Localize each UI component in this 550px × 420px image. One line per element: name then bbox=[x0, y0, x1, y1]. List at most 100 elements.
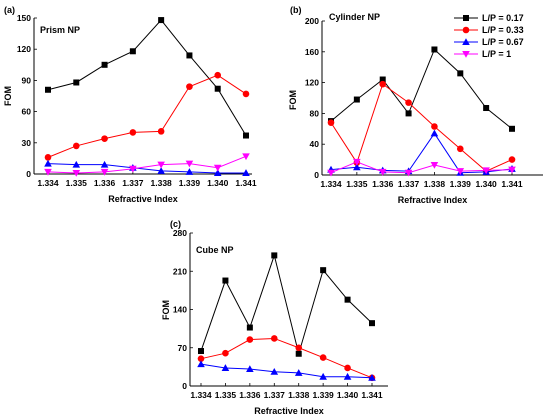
panel-a-x-tick-label: 1.337 bbox=[122, 178, 144, 188]
panel-b-series-2-point bbox=[456, 145, 464, 153]
panel-c-x-axis-label: Refractive Index bbox=[254, 406, 324, 416]
panel-a-series-4-point bbox=[213, 164, 222, 172]
panel-a-series-1-point bbox=[73, 79, 80, 86]
panel-b-series-2-point bbox=[379, 80, 387, 88]
panel-b-y-tick-label: 200 bbox=[305, 16, 319, 26]
panel-b-y-tick-label: 0 bbox=[314, 170, 319, 180]
panel-c-series-1-point bbox=[320, 267, 327, 274]
panel-a-series-4-point bbox=[44, 168, 52, 176]
panel-a-series-2-point bbox=[72, 142, 80, 150]
panel-b-series-4-point bbox=[327, 169, 335, 177]
panel-a-x-tick-label: 1.334 bbox=[37, 178, 59, 188]
panel-a-y-axis-label: FOM bbox=[3, 86, 13, 106]
panel-b-y-tick-label: 40 bbox=[310, 139, 320, 149]
panel-a-x-tick-label: 1.336 bbox=[94, 178, 116, 188]
panel-b-series-1-point bbox=[483, 105, 490, 112]
panel-b-series-4-point bbox=[508, 166, 516, 174]
panel-c-label: (c) bbox=[170, 219, 181, 229]
panel-b-x-tick-label: 1.335 bbox=[346, 179, 368, 189]
panel-c-y-tick-label: 70 bbox=[178, 343, 188, 353]
panel-c-series-3-line bbox=[200, 363, 373, 379]
legend-swatch-marker bbox=[462, 38, 470, 45]
panel-c-series-1-point bbox=[222, 277, 229, 284]
panel-a-series-4-point bbox=[100, 168, 109, 176]
panel-a-y-tick-label: 150 bbox=[17, 13, 31, 23]
panel-c-y-tick-label: 0 bbox=[182, 381, 187, 391]
panel-a-x-tick-label: 1.341 bbox=[235, 178, 257, 188]
panel-b-series-1-point bbox=[405, 110, 412, 117]
panel-b-series-3-point bbox=[353, 163, 361, 171]
panel-c-x-tick-label: 1.334 bbox=[190, 390, 212, 400]
panel-b-x-tick-label: 1.340 bbox=[476, 179, 498, 189]
panel-b-series-4-point bbox=[353, 158, 361, 166]
panel-b-series-4-line bbox=[330, 161, 513, 174]
panel-a-label: (a) bbox=[4, 5, 15, 15]
legend-label: L/P = 0.17 bbox=[482, 13, 524, 23]
panel-a-series-2-point bbox=[214, 71, 222, 79]
legend-swatch-marker bbox=[462, 51, 470, 58]
panel-a-series-1-point bbox=[101, 61, 108, 68]
panel-c-series-3-point bbox=[221, 364, 230, 371]
panel-a-series-4-line bbox=[47, 155, 247, 174]
panel-a-y-tick-label: 120 bbox=[17, 44, 31, 54]
panel-c-series-1-point bbox=[344, 296, 351, 303]
panel-c-x-tick-label: 1.340 bbox=[337, 390, 359, 400]
panel-b-series-4-point bbox=[456, 168, 465, 175]
panel-b-series-1-line bbox=[330, 48, 513, 130]
panel-a-series-2-point bbox=[129, 129, 137, 136]
panel-c-x-tick-label: 1.339 bbox=[313, 390, 335, 400]
panel-a-series-1-point bbox=[45, 86, 51, 93]
panel-a-series-4-point bbox=[72, 169, 81, 177]
panel-a-series-2-point bbox=[101, 135, 108, 142]
panel-b-series-4-point bbox=[482, 167, 490, 175]
legend-swatch-marker bbox=[462, 26, 470, 34]
panel-b-series-3-line bbox=[330, 132, 513, 174]
panel-a-series-1-point bbox=[214, 85, 221, 92]
panel-b-series-4-point bbox=[404, 169, 413, 177]
panel-c-series-1-point bbox=[295, 350, 302, 357]
panel-b-series-1-point bbox=[353, 96, 360, 103]
panel-b-series-4-point bbox=[378, 168, 387, 176]
panel-a-series-2-line bbox=[47, 74, 247, 158]
panel-c-series-2-point bbox=[344, 364, 351, 372]
panel-a-series-1-point bbox=[158, 17, 165, 24]
panel-c-series-3-point bbox=[343, 372, 352, 380]
panel-a-series-3-point bbox=[213, 169, 222, 176]
panel-b-series-2-point bbox=[327, 119, 335, 126]
panel-c-series-1-line bbox=[200, 253, 373, 356]
panel-a-y-tick-label: 30 bbox=[22, 138, 32, 148]
panel-a-x-tick-label: 1.340 bbox=[207, 178, 229, 188]
panel-a-series-2-point bbox=[186, 83, 193, 90]
legend-label: L/P = 0.67 bbox=[482, 37, 524, 47]
panel-c-series-2-point bbox=[246, 336, 254, 343]
panel-b-series-3-point bbox=[430, 129, 439, 137]
panel-b-series-2-point bbox=[431, 123, 438, 130]
panel-c-series-2-point bbox=[197, 355, 205, 362]
panel-a-title: Prism NP bbox=[40, 25, 80, 35]
panel-b-x-tick-label: 1.341 bbox=[501, 179, 523, 189]
panel-c-x-tick-label: 1.337 bbox=[264, 390, 286, 400]
panel-c-series-1-point bbox=[198, 348, 204, 355]
panel-a-x-tick-label: 1.338 bbox=[151, 178, 173, 188]
panel-a-series-3-point bbox=[185, 168, 194, 175]
panel-c-series-1-point bbox=[246, 324, 253, 331]
panel-a-series-4-point bbox=[185, 160, 194, 168]
panel-b-series-2-line bbox=[330, 83, 513, 172]
panel-a-series-3-point bbox=[100, 160, 109, 168]
panel-b-x-tick-label: 1.336 bbox=[372, 179, 394, 189]
panel-c-x-tick-label: 1.336 bbox=[239, 390, 261, 400]
panel-b-series-1-point bbox=[379, 76, 386, 83]
panel-a-y-tick-label: 90 bbox=[22, 75, 32, 85]
panel-a-series-1-point bbox=[186, 52, 193, 59]
panel-a-series-1-point bbox=[129, 48, 136, 55]
panel-b-x-tick-label: 1.337 bbox=[398, 179, 420, 189]
legend-swatch-marker bbox=[463, 15, 469, 21]
panel-a-series-2-point bbox=[242, 90, 250, 98]
panel-c-x-tick-label: 1.338 bbox=[288, 390, 310, 400]
panel-a-series-3-line bbox=[47, 163, 246, 174]
panel-b-x-tick-label: 1.339 bbox=[450, 179, 472, 189]
panel-a-y-tick-label: 0 bbox=[26, 169, 31, 179]
panel-b-series-1-point bbox=[509, 125, 515, 132]
panel-c-series-2-point bbox=[319, 354, 327, 361]
